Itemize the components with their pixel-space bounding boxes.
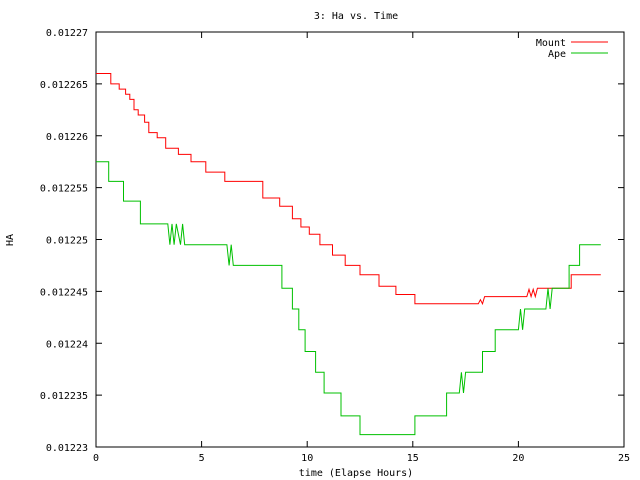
series-lines xyxy=(96,73,601,436)
y-tick-label: 0.012255 xyxy=(40,184,88,195)
x-tick-label: 20 xyxy=(512,453,524,464)
legend: Mount Ape xyxy=(536,38,608,60)
axes-ticks: 0 5 10 15 20 25 0.01223 0.012235 0.01224 0.012245… xyxy=(40,28,630,464)
x-tick-label: 10 xyxy=(301,453,313,464)
x-axis-label: time (Elapse Hours) xyxy=(299,468,413,479)
x-tick-label: 25 xyxy=(618,453,630,464)
y-tick-label: 0.01226 xyxy=(46,132,88,143)
x-tick-label: 15 xyxy=(407,453,419,464)
series-line-mount xyxy=(96,73,601,306)
y-tick-label: 0.012265 xyxy=(40,80,88,91)
x-tick-label: 0 xyxy=(93,453,99,464)
y-tick-label: 0.012235 xyxy=(40,391,88,402)
y-tick-label: 0.01224 xyxy=(46,339,88,350)
legend-label-mount: Mount xyxy=(536,38,566,49)
series-line-ape xyxy=(96,161,601,436)
legend-label-ape: Ape xyxy=(548,49,566,60)
y-axis-label: HA xyxy=(5,234,16,246)
y-tick-label: 0.01223 xyxy=(46,443,88,454)
chart-title: 3: Ha vs. Time xyxy=(314,11,398,22)
y-tick-label: 0.01227 xyxy=(46,28,88,39)
y-tick-label: 0.01225 xyxy=(46,236,88,247)
x-tick-label: 5 xyxy=(199,453,205,464)
y-tick-label: 0.012245 xyxy=(40,287,88,298)
